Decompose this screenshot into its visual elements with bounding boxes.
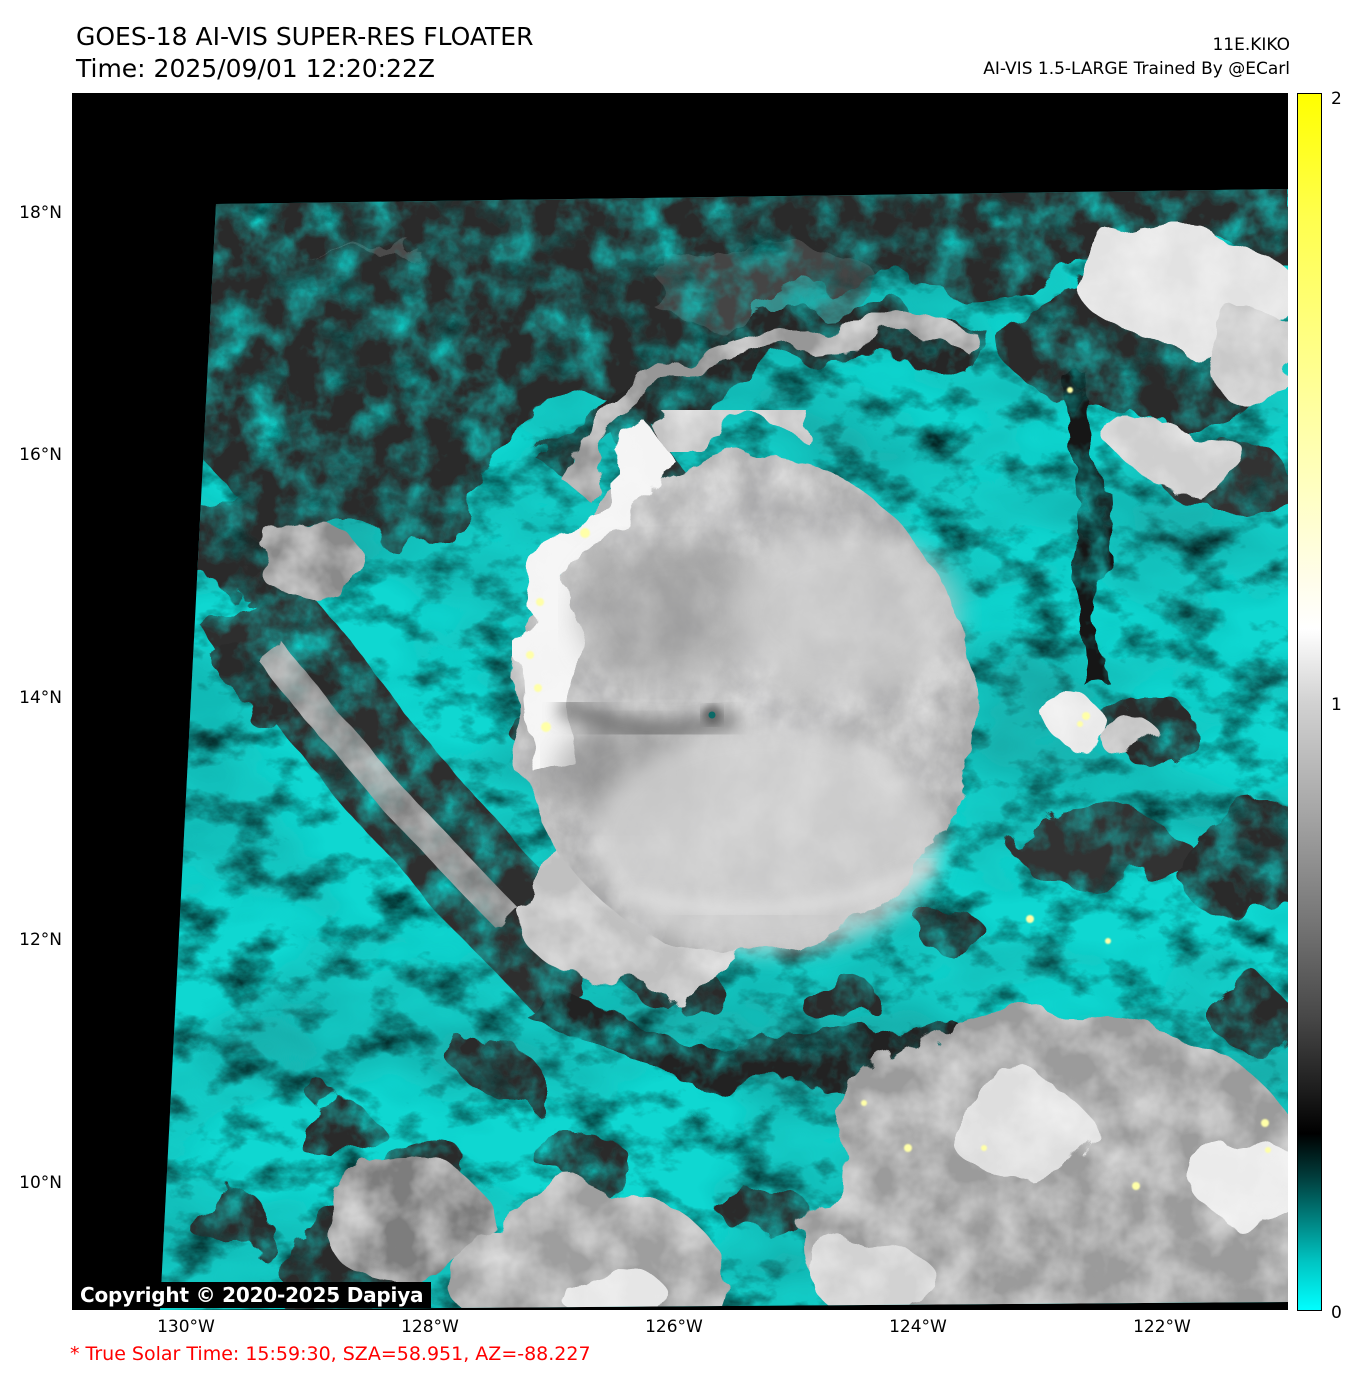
copyright-label: Copyright © 2020-2025 Dapiya <box>72 1282 432 1308</box>
satellite-image <box>72 93 1288 1310</box>
lat-axis-label-14n: 14°N <box>19 688 62 708</box>
plot-area <box>72 93 1288 1310</box>
colorbar-tick-0: 0 <box>1331 1303 1342 1323</box>
figure-title: GOES-18 AI-VIS SUPER-RES FLOATER <box>76 22 534 51</box>
colorbar <box>1297 93 1322 1311</box>
lon-axis-label-124w: 124°W <box>889 1317 947 1337</box>
storm-id-label: 11E.KIKO <box>1212 35 1290 55</box>
colorbar-tick-2: 2 <box>1331 89 1342 109</box>
lon-axis-label-128w: 128°W <box>401 1317 459 1337</box>
lat-axis-label-10n: 10°N <box>19 1173 62 1193</box>
lon-axis-label-122w: 122°W <box>1133 1317 1191 1337</box>
lon-axis-label-130w: 130°W <box>157 1317 215 1337</box>
lon-axis-label-126w: 126°W <box>645 1317 703 1337</box>
solar-time-note: * True Solar Time: 15:59:30, SZA=58.951,… <box>70 1343 591 1365</box>
figure-time: Time: 2025/09/01 12:20:22Z <box>76 54 435 83</box>
model-credit-label: AI-VIS 1.5-LARGE Trained By @ECarl <box>983 59 1290 79</box>
lat-axis-label-12n: 12°N <box>19 930 62 950</box>
colorbar-tick-1: 1 <box>1331 695 1342 715</box>
lat-axis-label-16n: 16°N <box>19 445 62 465</box>
lat-axis-label-18n: 18°N <box>19 203 62 223</box>
